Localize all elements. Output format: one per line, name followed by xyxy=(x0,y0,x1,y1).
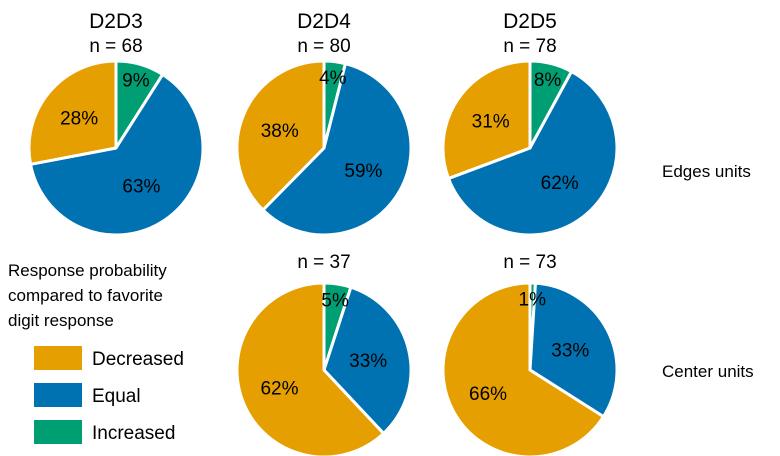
pie-label-d2d3-edges-units-equal: 63% xyxy=(122,176,160,197)
legend-title-line-3: digit response xyxy=(8,311,114,330)
legend-title-line-1: Response probability xyxy=(8,261,167,280)
pie-slice-d2d5-edges-units-decreased xyxy=(441,59,532,180)
pie-slice-d2d4-edges-units-decreased xyxy=(235,59,326,212)
pies-group: n = 68 9% 63% 28% n = 80 4% 59% 38% n = 78 8% 62% 3… xyxy=(27,36,619,456)
pie-slice-d2d4-center-units-equal xyxy=(322,285,413,435)
pie-label-d2d5-edges-units-increased: 8% xyxy=(534,70,562,91)
pie-slice-d2d4-center-units-decreased xyxy=(235,281,386,456)
pie-label-d2d4-center-units-equal: 33% xyxy=(349,351,387,372)
n-label-d2d5-edges-units: n = 78 xyxy=(503,36,556,57)
column-title-d2d5: D2D5 xyxy=(503,10,557,33)
n-label-d2d4-center-units: n = 37 xyxy=(297,252,350,273)
legend-label-increased: Increased xyxy=(92,423,175,444)
pie-label-d2d3-edges-units-increased: 9% xyxy=(122,70,150,91)
pie-label-d2d4-edges-units-equal: 59% xyxy=(344,161,382,182)
n-label-d2d5-center-units: n = 73 xyxy=(503,252,556,273)
pie-label-d2d5-center-units-increased: 1% xyxy=(519,290,547,311)
pie-slice-d2d4-edges-units-equal xyxy=(261,62,413,237)
pie-label-d2d4-center-units-decreased: 62% xyxy=(260,379,298,400)
pie-label-d2d4-edges-units-decreased: 38% xyxy=(261,121,299,142)
legend-swatch-decreased xyxy=(34,346,82,370)
legend: Response probability compared to favorit… xyxy=(8,261,184,444)
pie-slice-d2d5-edges-units-equal xyxy=(447,70,619,237)
legend-title-line-2: compared to favorite xyxy=(8,286,163,305)
legend-label-decreased: Decreased xyxy=(92,349,184,370)
pie-slice-d2d3-edges-units-equal xyxy=(29,73,205,237)
legend-label-equal: Equal xyxy=(92,386,141,407)
pie-label-d2d5-center-units-equal: 33% xyxy=(551,340,589,361)
pie-label-d2d4-center-units-increased: 5% xyxy=(321,291,349,312)
pie-label-d2d5-edges-units-decreased: 31% xyxy=(472,112,510,133)
pie-label-d2d5-center-units-decreased: 66% xyxy=(469,384,507,405)
n-label-d2d3-edges-units: n = 68 xyxy=(89,36,142,57)
column-title-d2d3: D2D3 xyxy=(89,10,143,33)
pie-label-d2d4-edges-units-increased: 4% xyxy=(319,68,347,89)
legend-swatch-equal xyxy=(34,383,82,407)
legend-swatch-increased xyxy=(34,420,82,444)
pie-slice-d2d3-edges-units-decreased xyxy=(27,59,118,166)
row-label-edges-units: Edges units xyxy=(662,162,751,181)
pie-slice-d2d5-center-units-decreased xyxy=(441,281,605,456)
pie-label-d2d5-edges-units-equal: 62% xyxy=(541,173,579,194)
pie-label-d2d3-edges-units-decreased: 28% xyxy=(60,108,98,129)
row-label-center-units: Center units xyxy=(662,362,754,381)
column-title-d2d4: D2D4 xyxy=(297,10,351,33)
n-label-d2d4-edges-units: n = 80 xyxy=(297,36,350,57)
